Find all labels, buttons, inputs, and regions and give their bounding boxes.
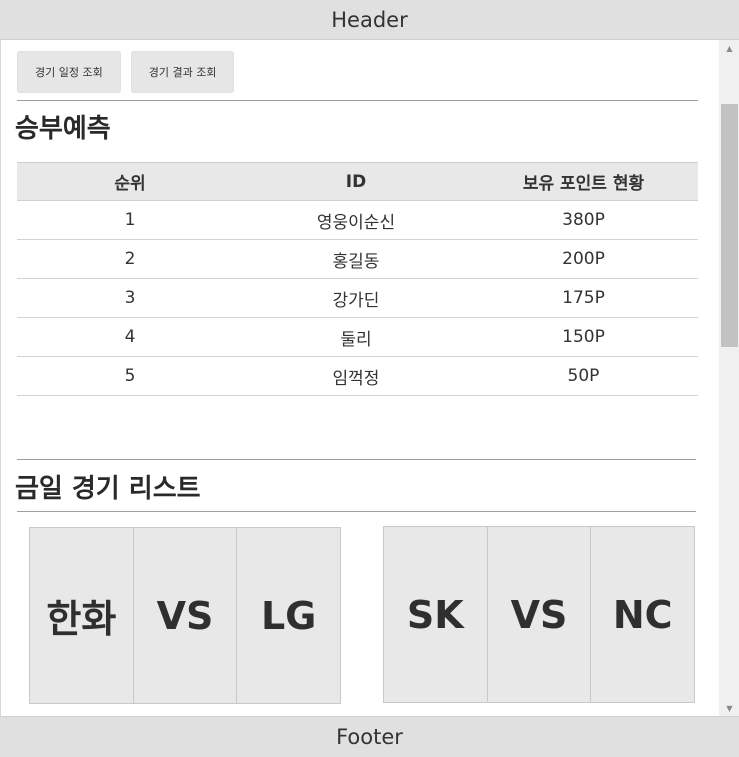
rank-cell: 4: [17, 317, 243, 357]
divider: [17, 459, 696, 460]
rank-cell: 2: [17, 239, 243, 279]
vertical-scrollbar[interactable]: ▲ ▼: [719, 40, 739, 716]
id-cell: 강가딘: [243, 278, 469, 318]
header-title: Header: [331, 7, 408, 32]
games-title: 금일 경기 리스트: [15, 474, 201, 504]
ranking-header-row: 순위 ID 보유 포인트 현황: [17, 162, 698, 201]
divider: [17, 100, 698, 101]
id-cell: 영웅이순신: [243, 200, 469, 240]
table-row: 1 영웅이순신 380P: [17, 200, 698, 240]
versus-label: VS: [488, 527, 592, 702]
ranking-table: 순위 ID 보유 포인트 현황 1 영웅이순신 380P 2 홍길동 200P …: [17, 162, 698, 396]
scroll-down-icon[interactable]: ▼: [726, 703, 733, 713]
points-cell: 150P: [469, 317, 698, 357]
table-row: 3 강가딘 175P: [17, 278, 698, 318]
rank-cell: 5: [17, 356, 243, 396]
column-header-rank: 순위: [17, 162, 243, 201]
rank-cell: 3: [17, 278, 243, 318]
id-cell: 둘리: [243, 317, 469, 357]
points-cell: 50P: [469, 356, 698, 396]
rank-cell: 1: [17, 200, 243, 240]
points-cell: 200P: [469, 239, 698, 279]
prediction-title: 승부예측: [15, 114, 111, 144]
game-results-button[interactable]: 경기 결과 조회: [130, 51, 235, 93]
table-row: 4 둘리 150P: [17, 317, 698, 357]
match-card[interactable]: 한화 VS LG: [29, 527, 341, 704]
id-cell: 홍길동: [243, 239, 469, 279]
footer-title: Footer: [336, 725, 403, 749]
points-cell: 175P: [469, 278, 698, 318]
scrollbar-thumb[interactable]: [721, 104, 738, 347]
page-footer: Footer: [0, 716, 739, 757]
table-row: 2 홍길동 200P: [17, 239, 698, 279]
divider: [17, 511, 696, 512]
versus-label: VS: [134, 528, 238, 703]
game-schedule-button[interactable]: 경기 일정 조회: [17, 51, 121, 93]
nav-button-row: 경기 일정 조회 경기 결과 조회: [17, 51, 235, 93]
away-team[interactable]: LG: [260, 593, 317, 638]
page-header: Header: [0, 0, 739, 40]
scroll-up-icon[interactable]: ▲: [726, 43, 733, 53]
home-team[interactable]: SK: [384, 527, 488, 702]
table-row: 5 임꺽정 50P: [17, 356, 698, 396]
column-header-points: 보유 포인트 현황: [469, 162, 698, 201]
points-cell: 380P: [469, 200, 698, 240]
home-team[interactable]: 한화: [30, 528, 134, 703]
away-team[interactable]: NC: [612, 592, 673, 637]
id-cell: 임꺽정: [243, 356, 469, 396]
match-card[interactable]: SK VS NC: [383, 526, 695, 703]
main-scroll-area[interactable]: 경기 일정 조회 경기 결과 조회 승부예측 순위 ID 보유 포인트 현황 1…: [0, 40, 739, 716]
column-header-id: ID: [243, 162, 469, 201]
